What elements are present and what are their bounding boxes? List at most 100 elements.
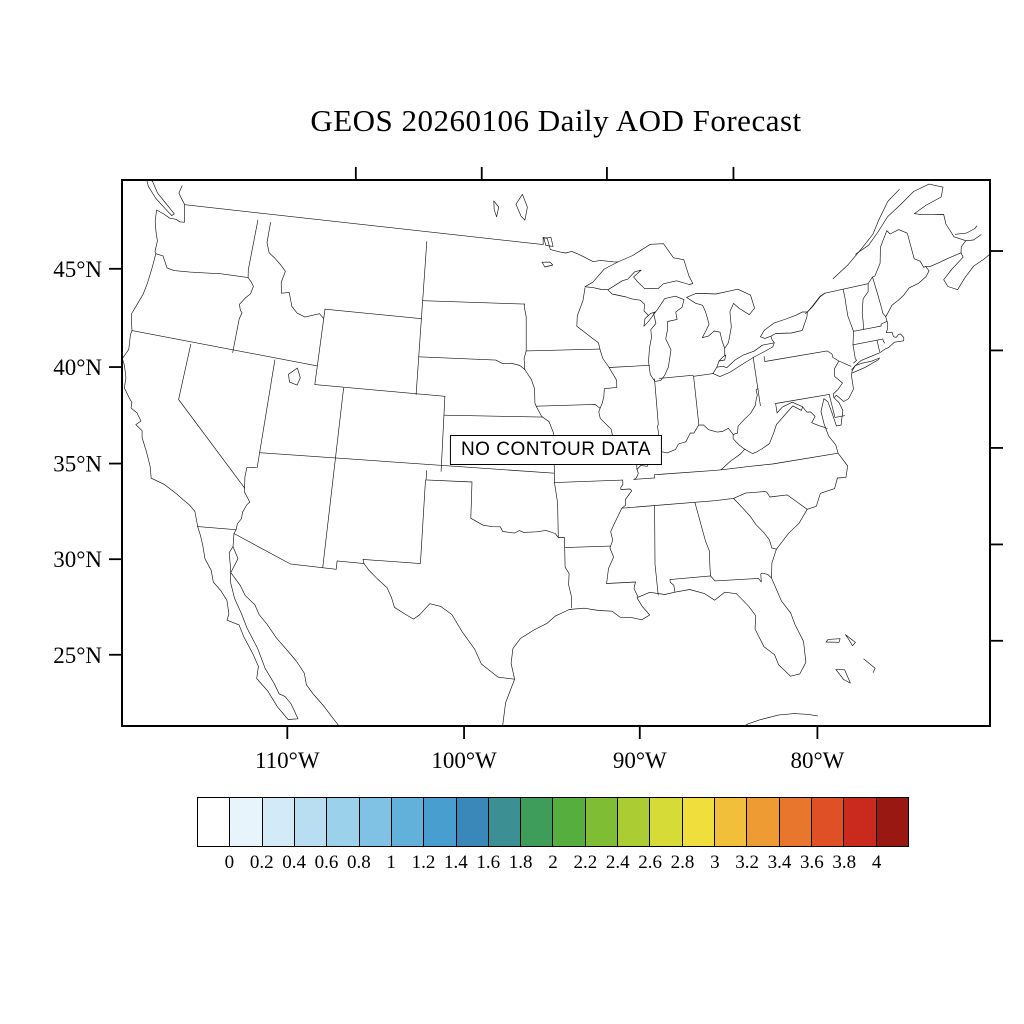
- geo-boundary-line: [732, 388, 759, 435]
- geo-boundary-line: [853, 320, 888, 332]
- geo-boundary-line: [178, 343, 245, 489]
- geo-boundary-line: [259, 452, 555, 474]
- geo-boundary-line: [718, 354, 727, 362]
- geo-boundary-line: [576, 287, 601, 350]
- geo-boundary-line: [314, 384, 446, 397]
- geo-boundary-line: [502, 678, 515, 726]
- geo-boundary-line: [852, 338, 885, 346]
- colorbar-tick-label: 1.6: [476, 852, 501, 873]
- geo-boundary-line: [418, 356, 526, 370]
- geo-boundary-line: [752, 356, 761, 407]
- geo-boundary-line: [648, 295, 685, 382]
- colorbar-cell: [584, 797, 619, 847]
- geo-boundary-line: [232, 277, 254, 353]
- geo-boundary-line: [230, 546, 340, 726]
- geo-boundary-line: [654, 505, 659, 596]
- colorbar-tick-label: 0.4: [282, 852, 306, 873]
- geo-boundary-line: [564, 547, 572, 609]
- geo-boundary-line: [322, 387, 344, 569]
- geo-boundary-line: [266, 222, 325, 320]
- geo-boundary-line: [470, 517, 559, 538]
- colorbar-cell: [810, 797, 845, 847]
- geo-boundary-line: [554, 479, 624, 483]
- geo-boundary-line: [288, 367, 301, 386]
- geo-boundary-line: [698, 424, 734, 435]
- geo-boundary-line: [855, 183, 967, 268]
- colorbar-tick-label: 3: [710, 852, 720, 873]
- colorbar-tick-label: 1.2: [411, 852, 436, 873]
- geo-boundary-line: [693, 373, 714, 377]
- geo-boundary-line: [845, 634, 856, 647]
- lat-tick-label: 40°N: [53, 355, 102, 380]
- geo-boundary-line: [524, 369, 555, 434]
- geo-boundary-line: [943, 252, 990, 291]
- geo-boundary-line: [564, 545, 611, 548]
- geo-boundary-line: [826, 350, 843, 399]
- geo-boundary-line: [835, 669, 851, 684]
- geo-boundary-line: [422, 300, 526, 305]
- colorbar-cell: [875, 797, 909, 847]
- geo-boundary-line: [131, 330, 318, 367]
- colorbar-cell: [261, 797, 295, 847]
- geo-boundary-line: [244, 359, 276, 489]
- geo-boundary-line: [712, 342, 775, 377]
- geo-boundary-line: [122, 204, 199, 527]
- geo-boundary-line: [851, 357, 880, 374]
- geo-boundary-line: [523, 303, 527, 370]
- geo-boundary-line: [838, 360, 852, 367]
- lat-tick-label: 45°N: [53, 257, 102, 282]
- geo-boundary-line: [733, 498, 777, 550]
- geo-boundary-line: [633, 469, 639, 480]
- geo-boundary-line: [775, 394, 830, 404]
- geo-boundary-line: [554, 482, 566, 548]
- geo-boundary-line: [440, 395, 446, 472]
- geo-boundary-line: [863, 658, 876, 673]
- geo-boundary-line: [744, 405, 803, 454]
- map-ticks: [109, 167, 1003, 739]
- geo-boundary-line: [493, 200, 500, 218]
- colorbar-tick-label: 1.8: [508, 852, 533, 873]
- colorbar-tick-label: 0.2: [249, 852, 274, 873]
- map-axis-labels: 45°N 40°N 35°N 30°N 25°N 110°W 100°W 90°W 80°W: [53, 257, 844, 773]
- colorbar-tick-label: 2.4: [605, 852, 630, 873]
- lon-tick-label: 80°W: [790, 748, 844, 773]
- colorbar-cell: [843, 797, 877, 847]
- geo-boundary-line: [669, 575, 711, 593]
- geo-boundary-line: [872, 276, 887, 318]
- map-geography: [122, 180, 990, 726]
- colorbar-cell: [649, 797, 683, 847]
- colorbar-cell: [423, 797, 457, 847]
- colorbar-cell: [552, 797, 586, 847]
- lat-tick-label: 25°N: [53, 643, 102, 668]
- colorbar-cell: [326, 797, 360, 847]
- colorbar-labels: 0 0.2 0.4 0.6 0.8 1 1.2 1.4 1.6 1.8 2 2.2 2.4 2.6 2.8 3…: [197, 852, 909, 878]
- colorbar-tick-label: 3.8: [832, 852, 857, 873]
- geo-boundary-line: [184, 204, 544, 245]
- geo-boundary-line: [842, 288, 858, 364]
- geo-boundary-line: [155, 253, 249, 278]
- geo-boundary-line: [802, 406, 828, 429]
- geo-boundary-line: [760, 311, 808, 339]
- geo-boundary-line: [314, 308, 326, 385]
- geo-boundary-line: [832, 188, 900, 280]
- geo-boundary-line: [197, 526, 515, 680]
- geo-boundary-line: [633, 452, 839, 480]
- geo-boundary-line: [324, 308, 422, 320]
- geo-boundary-line: [965, 234, 982, 242]
- geo-boundary-line: [584, 243, 694, 291]
- plot-title: GEOS 20260106 Daily AOD Forecast: [310, 103, 802, 138]
- colorbar-cell: [358, 797, 392, 847]
- colorbar-cell: [197, 797, 231, 847]
- geo-boundary-line: [197, 526, 299, 720]
- geo-boundary-line: [955, 225, 978, 235]
- geo-boundary-line: [732, 434, 746, 450]
- geo-boundary-line: [606, 581, 636, 584]
- geo-boundary-line: [733, 491, 808, 510]
- colorbar-tick-label: 1: [386, 852, 396, 873]
- geo-boundary-line: [535, 404, 601, 409]
- lon-tick-label: 100°W: [431, 748, 497, 773]
- colorbar-tick-label: 3.2: [735, 852, 760, 873]
- colorbar-cell: [681, 797, 715, 847]
